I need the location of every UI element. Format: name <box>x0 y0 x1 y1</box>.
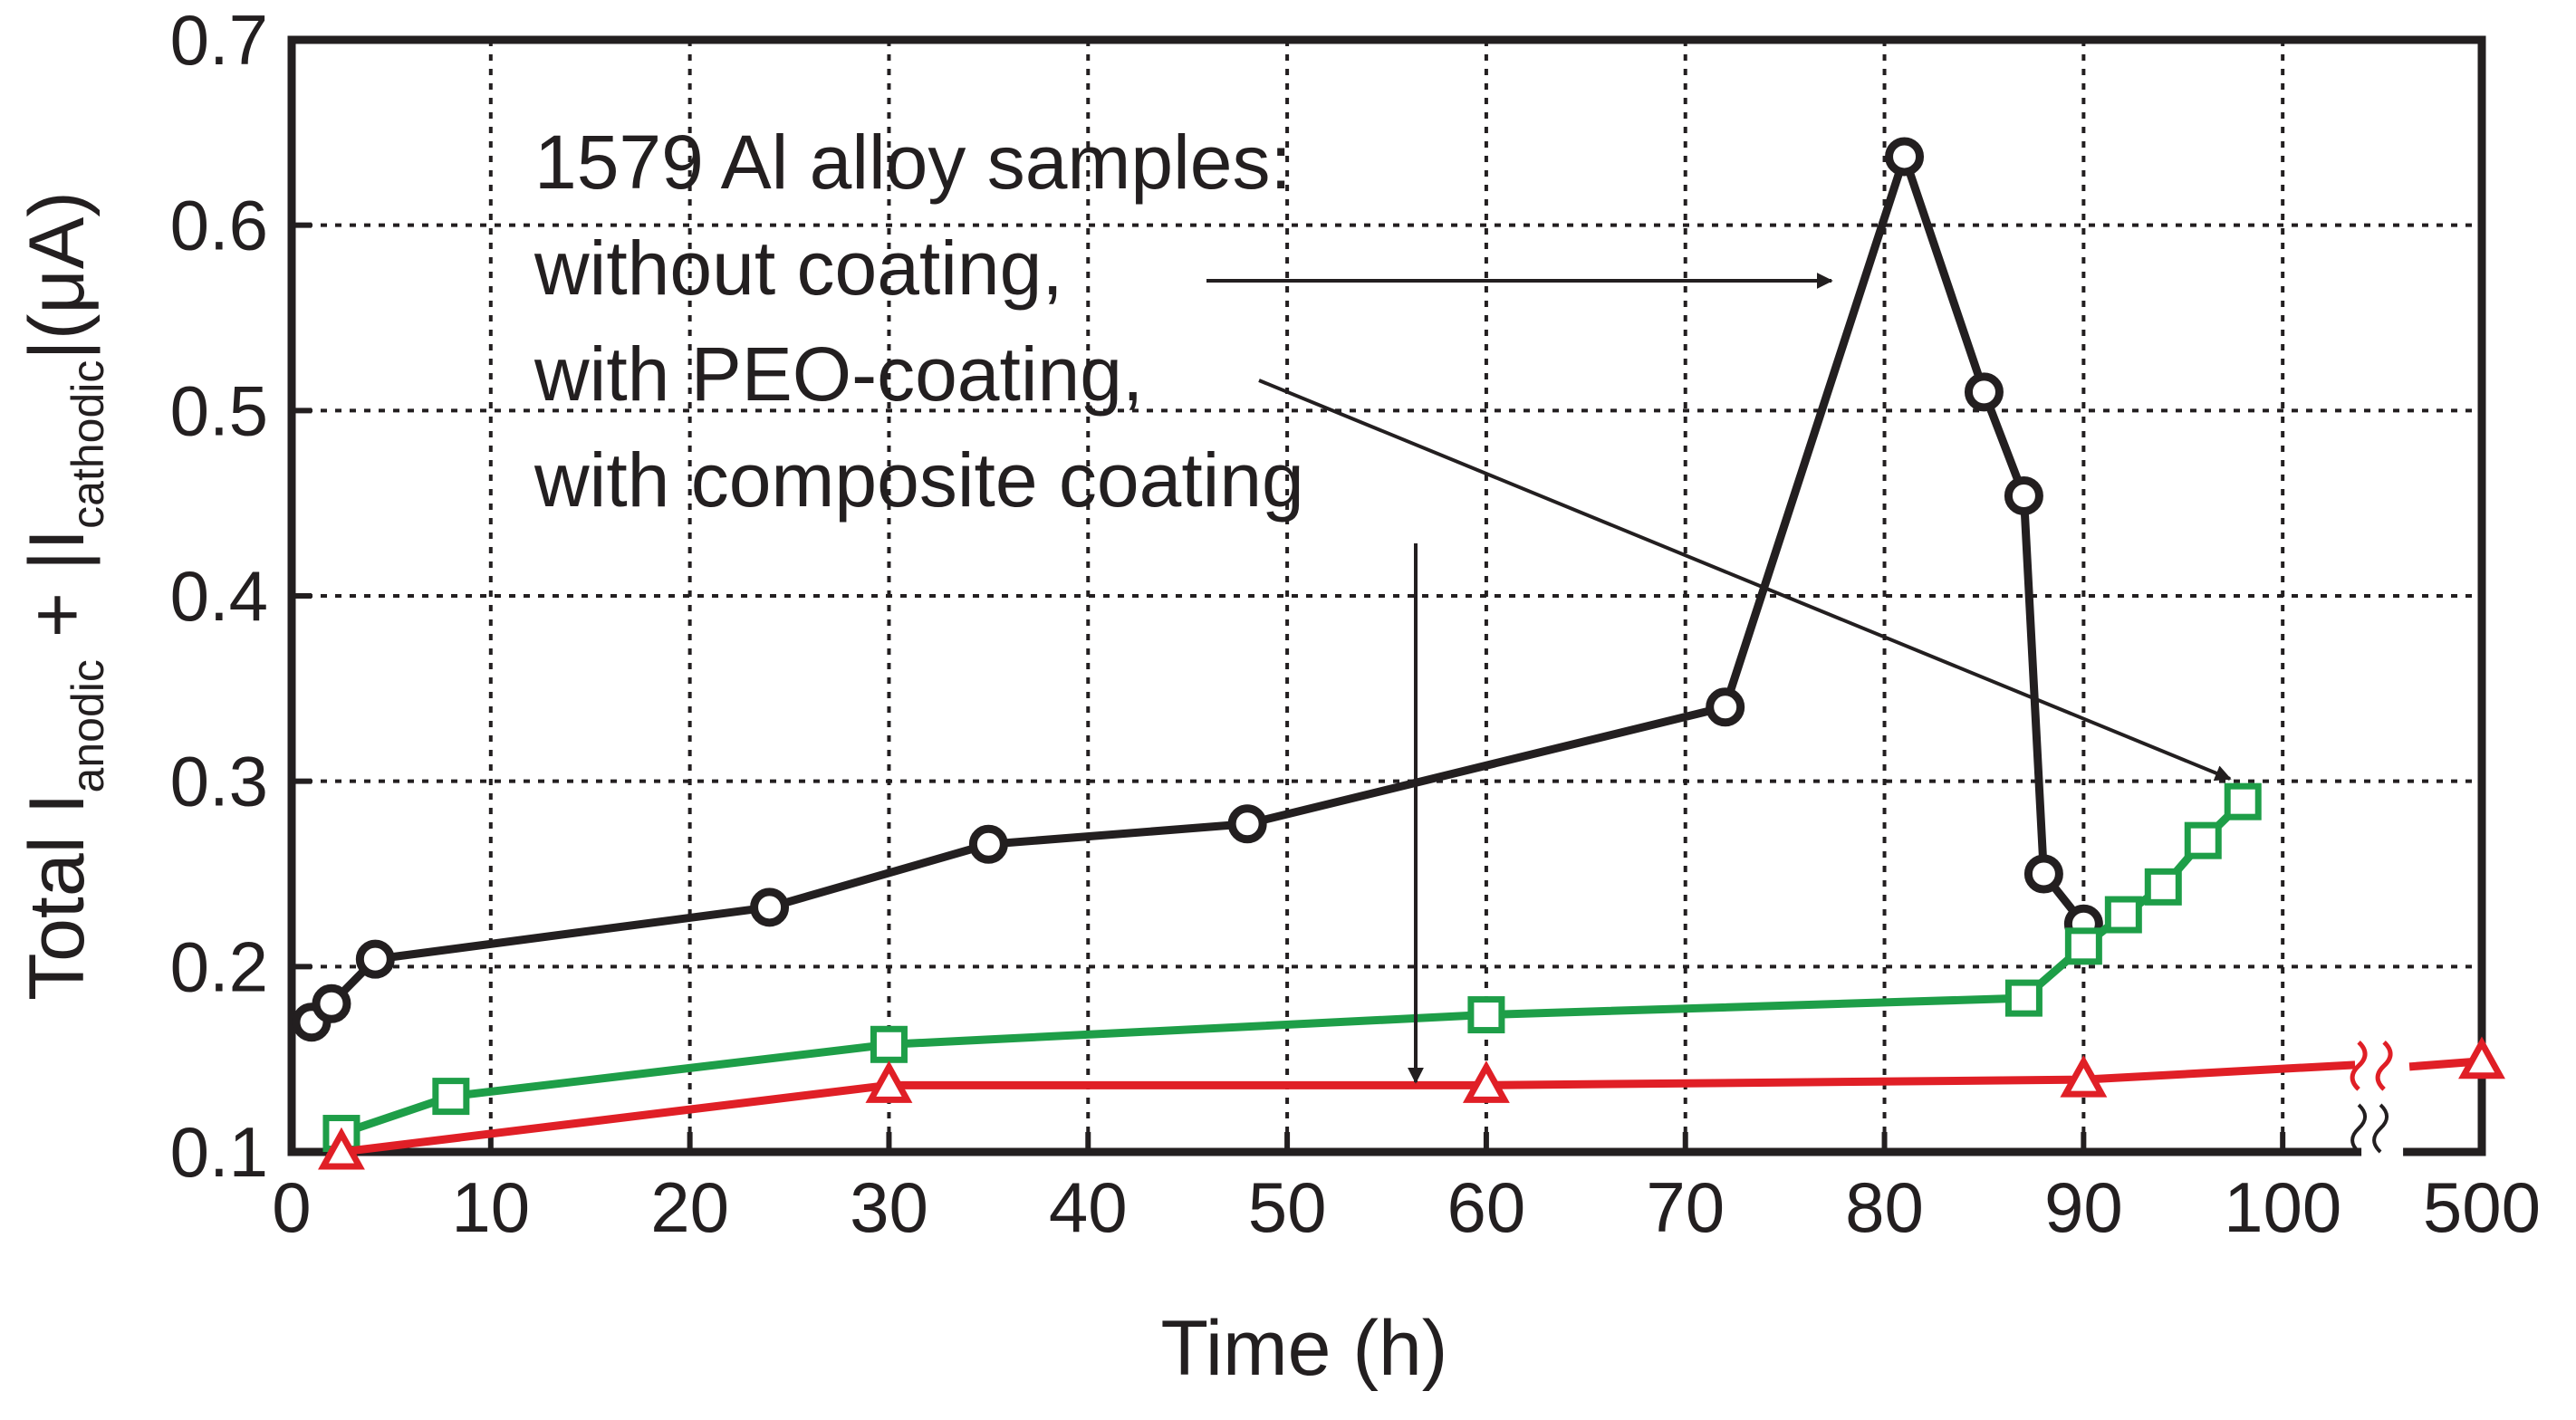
annotation-line-4: with composite coating <box>533 437 1304 523</box>
series-2-point-2 <box>1462 1060 1510 1103</box>
plot-frame <box>287 35 2486 1156</box>
series-line-2 <box>341 1075 2084 1156</box>
series-line-2-pre-break <box>2083 1060 2356 1084</box>
annotation-line-1: 1579 Al alloy samples: <box>534 120 1292 205</box>
series-1-point-2 <box>870 1025 908 1063</box>
y-tick-label-0: 0.1 <box>170 1112 268 1192</box>
series-0-point-6 <box>1706 687 1745 727</box>
series-0 <box>292 137 2103 1042</box>
x-tick-label-8: 80 <box>1845 1167 1924 1247</box>
x-tick-label-2: 20 <box>650 1167 729 1247</box>
y-tick-label-1: 0.2 <box>170 926 268 1006</box>
series-0-point-3 <box>750 888 790 927</box>
series-1-point-4 <box>2004 979 2043 1017</box>
series-line-1 <box>340 798 2246 1137</box>
annotation-line-3: with PEO-coating, <box>533 331 1143 417</box>
series-2-point-0 <box>318 1127 365 1170</box>
axis-break-marks <box>2350 1103 2404 1159</box>
axis-ticks: 0 10 20 30 40 50 60 70 80 90 100 500 0.1 0.2 0.3 0.4 0.5… <box>170 0 2542 1247</box>
series-0-point-1 <box>312 983 351 1023</box>
series-0-point-7 <box>1885 137 1925 177</box>
y-axis-title: Total Ianodic + |Icathodic|(μA) <box>14 191 113 1001</box>
y-axis-title-subscript-2: cathodic <box>62 360 113 529</box>
data-series <box>292 137 2505 1170</box>
series-0-point-5 <box>1227 804 1267 844</box>
y-tick-label-2: 0.3 <box>170 742 268 821</box>
series-1-point-9 <box>2224 782 2262 820</box>
x-axis-title: Time (h) <box>1161 1305 1448 1392</box>
y-axis-title-part-1: Total I <box>14 792 101 1000</box>
x-tick-label-6: 60 <box>1447 1167 1526 1247</box>
series-1-point-6 <box>2104 896 2142 934</box>
x-tick-label-5: 50 <box>1248 1167 1327 1247</box>
y-tick-label-6: 0.7 <box>170 0 268 80</box>
series-1-point-8 <box>2184 821 2222 859</box>
x-tick-label-7: 70 <box>1646 1167 1725 1247</box>
series-1-point-1 <box>432 1078 470 1116</box>
y-axis-title-subscript-1: anodic <box>62 659 113 792</box>
x-tick-label-4: 40 <box>1049 1167 1128 1247</box>
series-0-point-8 <box>1964 372 2004 412</box>
annotation: 1579 Al alloy samples: without coating, … <box>533 120 1304 523</box>
x-tick-label-0: 0 <box>272 1167 311 1247</box>
series-0-point-9 <box>2004 475 2043 515</box>
series-2-point-4 <box>2458 1036 2505 1079</box>
series-1-point-3 <box>1467 996 1505 1034</box>
series-0-point-2 <box>355 939 395 979</box>
x-tick-label-9: 90 <box>2044 1167 2123 1247</box>
y-tick-label-5: 0.6 <box>170 186 268 265</box>
y-tick-label-3: 0.4 <box>170 556 268 636</box>
y-axis-title-part-2: + |I <box>14 529 101 659</box>
y-tick-label-4: 0.5 <box>170 370 268 450</box>
x-tick-label-1: 10 <box>451 1167 530 1247</box>
series-break-squiggle-right <box>2375 1040 2393 1091</box>
axis-break-squiggle-right <box>2372 1103 2389 1154</box>
annotation-arrows <box>1206 273 2232 1084</box>
y-axis-title-part-3: |(μA) <box>14 191 101 360</box>
x-tick-label-11: 500 <box>2423 1167 2541 1247</box>
series-2 <box>318 1036 2505 1170</box>
grid-lines <box>292 40 2482 1152</box>
series-break-squiggle-left <box>2350 1040 2368 1091</box>
series-1-point-5 <box>2064 927 2102 965</box>
annotation-line-2: without coating, <box>533 225 1063 311</box>
series-1-point-7 <box>2144 868 2182 906</box>
arrow-to-green-series <box>1258 379 2232 782</box>
x-tick-label-3: 30 <box>850 1167 928 1247</box>
series-2-point-1 <box>865 1060 913 1103</box>
axis-break-gap <box>2361 1145 2404 1159</box>
x-tick-label-10: 100 <box>2224 1167 2341 1247</box>
axis-break-squiggle-left <box>2350 1103 2368 1154</box>
series-1 <box>322 782 2262 1153</box>
series-2-point-3 <box>2060 1054 2108 1098</box>
series-0-point-4 <box>968 824 1008 864</box>
series-0-point-10 <box>2023 854 2063 894</box>
